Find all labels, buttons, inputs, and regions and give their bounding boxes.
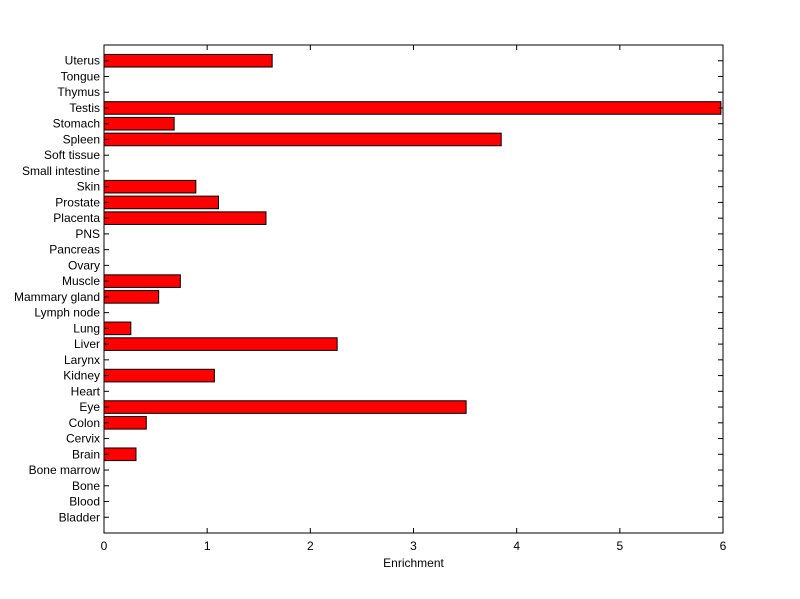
bar <box>103 400 467 414</box>
y-tick-label: Bone <box>72 479 100 493</box>
y-tick-label: Larynx <box>64 353 100 367</box>
y-tick-label: Muscle <box>62 274 100 288</box>
bar <box>103 179 197 194</box>
x-tick-label: 4 <box>513 539 520 553</box>
y-tick-label: Soft tissue <box>44 148 100 162</box>
y-tick-label: Colon <box>69 416 100 430</box>
bar <box>103 368 215 383</box>
y-tick-label: Testis <box>69 101 100 115</box>
bar <box>103 274 181 288</box>
bar <box>103 195 220 210</box>
y-tick-label: Ovary <box>68 258 100 272</box>
y-tick-label: Lung <box>73 321 100 335</box>
y-tick-label: Spleen <box>63 132 100 146</box>
y-tick-label: Cervix <box>66 432 100 446</box>
x-tick-label: 3 <box>410 539 417 553</box>
y-tick-label: Eye <box>79 400 100 414</box>
y-tick-label: Brain <box>72 447 100 461</box>
bar <box>103 132 502 147</box>
x-tick-label: 1 <box>204 539 211 553</box>
y-tick-label: Heart <box>71 384 101 398</box>
y-tick-label: Mammary gland <box>14 290 100 304</box>
x-axis: 0 1 2 3 4 5 6 <box>101 45 727 553</box>
y-tick-label: Bladder <box>59 510 100 524</box>
x-tick-label: 6 <box>720 539 727 553</box>
y-tick-label: Prostate <box>55 195 100 209</box>
bar <box>103 337 338 351</box>
bar <box>103 211 267 225</box>
y-tick-label: Stomach <box>53 117 100 131</box>
y-tick-label: Placenta <box>53 211 100 225</box>
y-tick-label: Lymph node <box>34 306 100 320</box>
x-tick-label: 5 <box>616 539 623 553</box>
bar <box>103 53 273 68</box>
y-tick-label: Bone marrow <box>29 463 101 477</box>
x-axis-title: Enrichment <box>383 556 444 570</box>
y-tick-label: Tongue <box>61 69 101 83</box>
y-tick-label: Skin <box>77 180 100 194</box>
y-tick-label: Thymus <box>57 85 100 99</box>
bar <box>103 290 160 304</box>
y-tick-label: Uterus <box>65 54 100 68</box>
bar <box>103 416 147 430</box>
x-tick-label: 2 <box>307 539 314 553</box>
y-tick-label: Blood <box>69 495 100 509</box>
x-tick-label: 0 <box>101 539 108 553</box>
y-tick-label: Small intestine <box>22 164 100 178</box>
y-tick-label: Pancreas <box>49 243 100 257</box>
bar <box>103 101 722 115</box>
y-tick-label: Kidney <box>63 369 100 383</box>
bar <box>103 116 175 131</box>
y-tick-label: PNS <box>75 227 100 241</box>
y-tick-label: Liver <box>74 337 100 351</box>
